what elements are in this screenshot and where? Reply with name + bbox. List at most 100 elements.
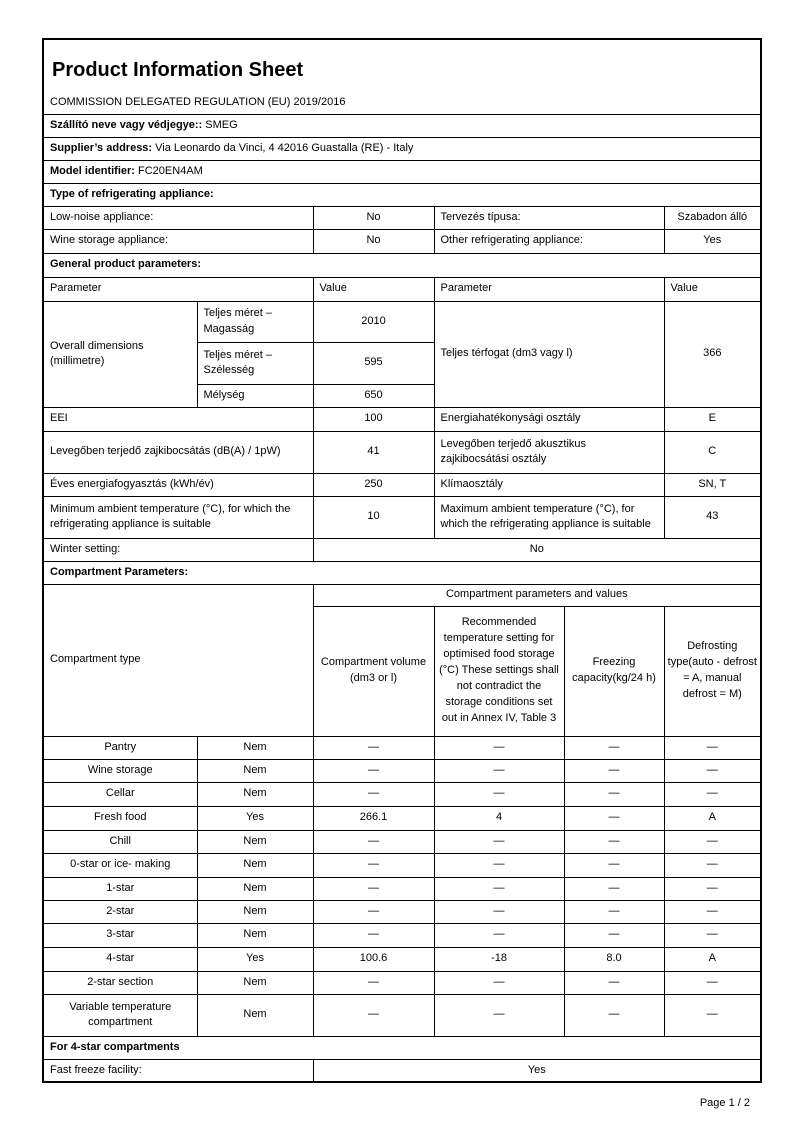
compartment-defrost: — [663, 993, 762, 1037]
supplier-name-value: SMEG [205, 118, 238, 131]
compartment-row: Fresh food Yes 266.1 4 — A [42, 805, 762, 831]
compartment-temp: — [433, 852, 565, 878]
compartment-volume: — [312, 829, 435, 854]
compartment-row: Pantry Nem — — — — [42, 735, 762, 760]
supplier-address-row: Supplier’s address: Via Leonardo da Vinc… [42, 136, 762, 161]
param-value: 41 [312, 430, 435, 474]
param-label: Other refrigerating appliance: [433, 228, 665, 254]
total-volume-value: 366 [663, 300, 762, 408]
regulation-line: COMMISSION DELEGATED REGULATION (EU) 201… [42, 91, 762, 115]
compartment-row: 4-star Yes 100.6 -18 8.0 A [42, 946, 762, 972]
param-value: 43 [663, 495, 762, 539]
compartment-defrost: A [663, 805, 762, 831]
compartment-volume: — [312, 852, 435, 878]
total-volume-label: Teljes térfogat (dm3 vagy l) [433, 300, 665, 408]
compartment-row: 0-star or ice- making Nem — — — — [42, 852, 762, 878]
compartment-present: Yes [196, 946, 314, 972]
winter-setting-value: No [312, 537, 762, 562]
param-value: 250 [312, 472, 435, 497]
compartment-defrost: — [663, 852, 762, 878]
compartment-defrost: — [663, 922, 762, 948]
model-identifier-label: Model identifier: [50, 164, 135, 177]
dimensions-label: Overall dimensions (millimetre) [42, 300, 198, 408]
param-label: Maximum ambient temperature (°C), for wh… [433, 495, 665, 539]
compartment-name: Cellar [42, 781, 198, 807]
compartment-present: Yes [196, 805, 314, 831]
supplier-address-label: Supplier’s address: [50, 141, 153, 154]
compartment-volume: — [312, 781, 435, 807]
param-label: Minimum ambient temperature (°C), for wh… [42, 495, 314, 539]
compartment-defrost: — [663, 970, 762, 995]
column-header: Defrosting type(auto - defrost = A, manu… [663, 605, 762, 737]
product-information-sheet: Product Information Sheet COMMISSION DEL… [42, 38, 763, 1083]
compartment-defrost: — [663, 758, 762, 783]
compartment-freeze: — [563, 735, 665, 760]
compartment-row: 2-star Nem — — — — [42, 899, 762, 924]
compartment-present: Nem [196, 829, 314, 854]
compartment-present: Nem [196, 899, 314, 924]
compartment-freeze: — [563, 899, 665, 924]
dimension-value: 2010 [312, 300, 435, 343]
compartment-defrost: A [663, 946, 762, 972]
compartment-temp: — [433, 993, 565, 1037]
compartment-temp: — [433, 758, 565, 783]
compartment-name: 4-star [42, 946, 198, 972]
param-value: E [663, 406, 762, 432]
param-label: Energiahatékonysági osztály [433, 406, 665, 432]
compartment-defrost: — [663, 829, 762, 854]
dimension-sub-label: Teljes méret – Szélesség [196, 341, 314, 385]
column-header: Value [312, 276, 435, 302]
compartment-freeze: — [563, 829, 665, 854]
compartment-name: Variable temperature compartment [42, 993, 198, 1037]
compartment-present: Nem [196, 735, 314, 760]
param-value: No [312, 205, 435, 230]
compartment-row: 3-star Nem — — — — [42, 922, 762, 948]
compartment-defrost: — [663, 899, 762, 924]
compartment-freeze: — [563, 970, 665, 995]
compartment-name: Chill [42, 829, 198, 854]
compartment-row: 2-star section Nem — — — — [42, 970, 762, 995]
compartment-row: 1-star Nem — — — — [42, 876, 762, 901]
compartment-volume: — [312, 876, 435, 901]
compartment-present: Nem [196, 781, 314, 807]
section-header-general: General product parameters: [42, 252, 762, 278]
compartment-freeze: — [563, 876, 665, 901]
compartment-name: Pantry [42, 735, 198, 760]
column-header: Parameter [42, 276, 314, 302]
compartment-name: 1-star [42, 876, 198, 901]
compartment-name: 0-star or ice- making [42, 852, 198, 878]
supplier-name-label: Szállító neve vagy védjegye:: [50, 118, 203, 131]
param-label: EEI [42, 406, 314, 432]
compartment-freeze: 8.0 [563, 946, 665, 972]
section-header-compartment: Compartment Parameters: [42, 560, 762, 585]
pis-table: Product Information Sheet COMMISSION DEL… [42, 38, 763, 1083]
param-value: Yes [663, 228, 762, 254]
model-identifier-row: Model identifier: FC20EN4AM [42, 159, 762, 184]
compartment-name: Wine storage [42, 758, 198, 783]
compartment-present: Nem [196, 993, 314, 1037]
compartment-name: 3-star [42, 922, 198, 948]
compartment-temp: — [433, 970, 565, 995]
compartment-group-header: Compartment parameters and values [312, 583, 762, 607]
compartment-volume: — [312, 758, 435, 783]
param-label: Tervezés típusa: [433, 205, 665, 230]
compartment-name: 2-star [42, 899, 198, 924]
compartment-temp: — [433, 735, 565, 760]
param-value: No [312, 228, 435, 254]
compartment-volume: — [312, 970, 435, 995]
supplier-name-row: Szállító neve vagy védjegye:: SMEG [42, 113, 762, 138]
compartment-volume: 100.6 [312, 946, 435, 972]
winter-setting-label: Winter setting: [42, 537, 314, 562]
compartment-row: Chill Nem — — — — [42, 829, 762, 854]
compartment-name: Fresh food [42, 805, 198, 831]
column-header: Recommended temperature setting for opti… [433, 605, 565, 737]
column-header: Compartment volume (dm3 or l) [312, 605, 435, 737]
compartment-volume: — [312, 922, 435, 948]
compartment-temp: — [433, 781, 565, 807]
compartment-present: Nem [196, 758, 314, 783]
compartment-volume: — [312, 899, 435, 924]
compartment-temp: -18 [433, 946, 565, 972]
param-label: Klímaosztály [433, 472, 665, 497]
dimension-sub-label: Teljes méret – Magasság [196, 300, 314, 343]
param-label: Wine storage appliance: [42, 228, 314, 254]
